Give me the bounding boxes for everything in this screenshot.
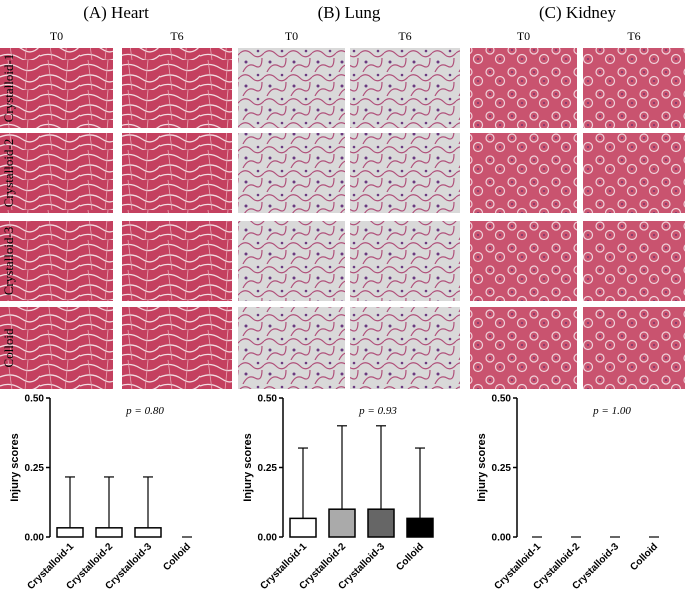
row-label: Colloid [1, 328, 16, 368]
x-tick-label: Colloid [628, 541, 660, 573]
y-tick-label: 0.25 [258, 463, 278, 474]
bar [95, 527, 123, 538]
bar [56, 527, 84, 538]
x-tick-label: Colloid [161, 541, 193, 573]
y-axis-label: Injury scores [242, 433, 254, 501]
y-axis-label: Injury scores [9, 433, 21, 501]
column-label: T6 [398, 29, 411, 43]
y-tick-label: 0.50 [492, 394, 512, 405]
y-tick-label: 0.00 [492, 533, 512, 544]
annotation: p = 0.93 [358, 405, 397, 417]
panel-title: (C) Kidney [539, 3, 616, 22]
bar [289, 517, 317, 538]
bar [134, 527, 162, 538]
y-tick-label: 0.50 [25, 394, 45, 405]
bar [367, 508, 395, 538]
column-label: T0 [517, 29, 530, 43]
bar [328, 508, 356, 538]
y-tick-label: 0.25 [492, 463, 512, 474]
y-tick-label: 0.00 [258, 533, 278, 544]
column-label: T0 [50, 29, 63, 43]
y-tick-label: 0.25 [25, 463, 45, 474]
panel-title: (B) Lung [318, 3, 381, 22]
column-label: T0 [285, 29, 298, 43]
panel-title: (A) Heart [83, 3, 149, 22]
y-tick-label: 0.50 [258, 394, 278, 405]
row-label: Crystalloid-2 [1, 139, 16, 208]
row-label: Crystalloid-3 [1, 227, 16, 296]
column-label: T6 [170, 29, 183, 43]
y-tick-label: 0.00 [25, 533, 45, 544]
bar [406, 517, 434, 538]
histology-images [0, 48, 685, 389]
y-axis-label: Injury scores [476, 433, 488, 501]
annotation: p = 0.80 [125, 405, 164, 417]
row-label: Crystalloid-1 [1, 54, 16, 123]
annotation: p = 1.00 [592, 405, 631, 417]
column-label: T6 [627, 29, 640, 43]
x-tick-label: Colloid [394, 541, 426, 573]
